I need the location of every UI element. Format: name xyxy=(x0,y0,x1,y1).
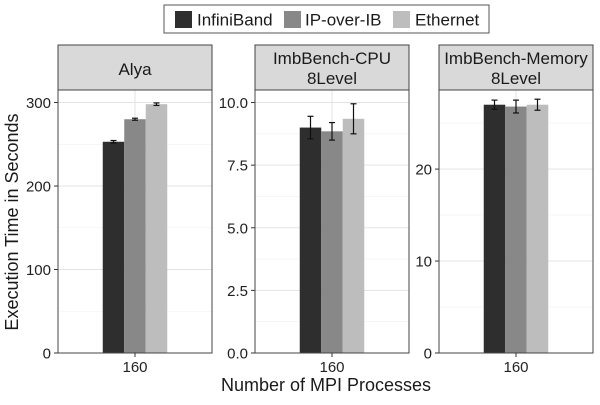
panel-title: ImbBench-CPU xyxy=(273,49,391,68)
panel-strip xyxy=(57,44,213,91)
bar xyxy=(342,118,365,353)
y-axis-label: Execution Time in Seconds xyxy=(2,113,22,330)
bar xyxy=(102,141,125,353)
panel-title: 8Level xyxy=(307,69,357,88)
panel-title: Alya xyxy=(118,60,152,79)
x-axis-label: Number of MPI Processes xyxy=(221,375,431,395)
bar xyxy=(299,127,322,353)
facet-panel: Alya 0 100 200 300 160 xyxy=(26,44,213,376)
legend-label: Ethernet xyxy=(415,11,480,30)
facet-panels: Alya0100200300160ImbBench-CPU8Level0.02.… xyxy=(26,44,594,376)
x-tick-label: 160 xyxy=(122,359,147,376)
x-tick-label: 160 xyxy=(503,359,528,376)
legend: InfiniBand IP-over-IB Ethernet xyxy=(163,4,490,34)
panel-strip xyxy=(438,44,594,91)
y-tick-label: 0 xyxy=(43,346,51,363)
y-tick-label: 300 xyxy=(26,95,51,112)
y-tick-label: 0 xyxy=(424,346,432,363)
y-tick-label: 200 xyxy=(26,179,51,196)
y-tick-label: 0.0 xyxy=(227,346,248,363)
bar xyxy=(483,104,506,353)
panel-title: 8Level xyxy=(491,69,541,88)
y-tick-label: 20 xyxy=(415,162,432,179)
bar xyxy=(145,104,168,353)
y-tick-label: 100 xyxy=(26,262,51,279)
legend-box xyxy=(163,4,490,34)
legend-swatch xyxy=(393,11,410,28)
y-tick-label: 10.0 xyxy=(219,95,248,112)
x-tick-label: 160 xyxy=(319,359,344,376)
bar xyxy=(526,104,549,353)
y-tick-label: 2.5 xyxy=(227,283,248,300)
bar xyxy=(321,131,343,353)
legend-label: IP-over-IB xyxy=(305,11,382,30)
y-tick-label: 5.0 xyxy=(227,220,248,237)
y-tick-label: 7.5 xyxy=(227,158,248,175)
legend-label: InfiniBand xyxy=(197,11,273,30)
legend-swatch xyxy=(284,11,301,28)
bar xyxy=(505,106,527,353)
panel-title: ImbBench-Memory xyxy=(444,49,588,68)
bar xyxy=(124,119,146,353)
y-tick-label: 10 xyxy=(415,254,432,271)
panel-strip xyxy=(254,44,410,91)
legend-swatch xyxy=(175,11,192,28)
